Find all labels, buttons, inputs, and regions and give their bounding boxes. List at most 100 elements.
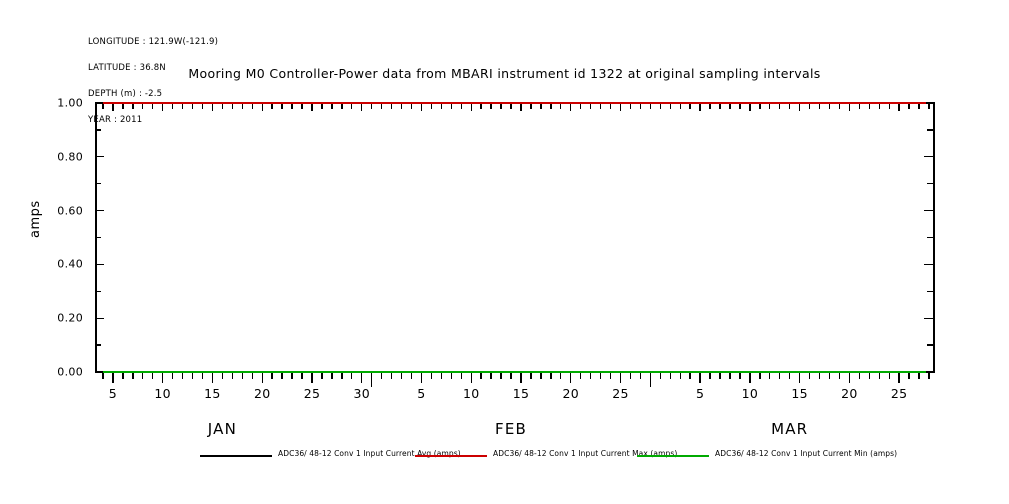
y-tick-label: 1.00 [57,96,83,110]
x-tick-bottom [261,373,263,383]
y-tick-left [95,344,101,346]
x-tick-bottom [191,373,194,379]
x-tick-bottom [271,373,273,379]
x-tick-top [161,103,164,111]
x-tick-top [410,103,413,109]
x-tick-top [649,103,652,109]
y-tick-left [95,263,104,266]
y-tick-right [927,344,933,346]
y-tick-left [95,156,104,158]
metadata-depth: DEPTH (m) : -2.5 [88,88,163,99]
x-tick-top [589,103,592,109]
x-tick-label: 25 [612,386,629,401]
metadata-longitude: LONGITUDE : 121.9W(-121.9) [88,37,219,48]
x-tick-top [370,103,373,109]
x-tick-top [291,103,293,109]
x-tick-bottom [629,373,632,379]
x-tick-bottom [122,373,124,379]
x-tick-label: 25 [303,386,321,401]
x-tick-top [619,103,622,111]
x-tick-top [281,103,283,109]
x-tick-top [868,103,870,109]
x-tick-bottom [719,373,721,379]
x-tick-top [629,103,632,109]
x-tick-top [191,103,194,109]
legend-color-swatch [637,455,709,457]
x-tick-bottom [211,373,214,383]
x-tick-top [779,103,781,109]
x-tick-bottom [928,373,930,379]
x-tick-top [142,103,144,109]
x-tick-bottom [729,373,731,379]
x-tick-top [420,103,423,111]
x-tick-bottom [221,373,224,379]
x-tick-bottom [788,373,791,379]
y-tick-right [924,263,933,266]
x-tick-bottom [818,373,821,379]
x-tick-bottom [281,373,283,379]
x-tick-bottom [560,373,562,379]
x-tick-top [351,103,353,109]
x-tick-bottom [639,373,642,379]
x-tick-top [818,103,821,109]
x-tick-top [500,103,502,109]
x-tick-bottom [500,373,502,379]
x-tick-bottom [898,373,900,383]
x-tick-bottom [440,373,443,379]
y-tick-left [95,290,101,292]
x-tick-label: 20 [253,386,271,401]
x-tick-bottom [858,373,861,379]
x-tick-bottom [798,373,801,383]
x-tick-top [729,103,731,109]
x-tick-bottom [400,373,403,379]
x-tick-top [739,103,741,109]
x-tick-bottom [878,373,880,379]
plot-area: 0.00 0.20 0.40 0.60 0.80 1.00 5 10 15 20 25 30 5 10 1… [57,97,935,438]
x-tick-top [550,103,552,109]
x-tick-bottom [112,373,114,383]
x-tick-top [858,103,861,109]
x-tick-top [311,103,313,111]
x-tick-top [331,103,333,109]
metadata-year: YEAR : 2011 [88,114,143,125]
y-tick-left [95,236,101,239]
x-tick-bottom [311,373,313,383]
x-tick-bottom [689,373,691,379]
x-tick-label: 5 [108,386,118,401]
x-tick-top [530,103,532,109]
x-tick-top [102,103,104,109]
x-tick-label: 15 [204,386,221,401]
x-tick-top [480,103,482,109]
x-tick-bottom [908,373,910,379]
x-tick-top [878,103,880,109]
x-month-label: MAR [771,420,809,438]
x-tick-top [231,103,234,109]
x-tick-top [659,103,661,109]
x-tick-top [540,103,542,109]
x-tick-top [599,103,602,109]
x-tick-bottom [490,373,492,379]
x-tick-bottom [410,373,413,379]
x-tick-top [171,103,174,109]
x-tick-bottom [868,373,870,379]
x-tick-top [400,103,403,109]
x-tick-top [152,103,154,109]
x-tick-top [828,103,831,109]
x-tick-bottom [331,373,333,379]
y-tick-label: 0.80 [57,150,83,164]
x-tick-bottom [699,373,701,383]
y-tick-right [924,209,933,212]
x-tick-bottom [321,373,323,379]
x-tick-top [579,103,582,109]
x-tick-top [122,103,124,109]
x-tick-bottom [888,373,890,379]
series-line [102,102,927,104]
x-tick-bottom [808,373,811,379]
x-tick-top [201,103,204,109]
x-tick-bottom [848,373,851,383]
y-tick-left [95,102,104,104]
y-tick-left [95,371,104,373]
x-tick-top [221,103,224,109]
y-tick-left [95,317,104,319]
x-tick-bottom [390,373,393,379]
